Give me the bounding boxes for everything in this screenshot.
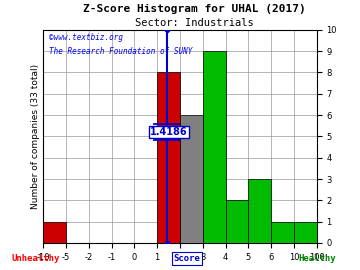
Text: The Research Foundation of SUNY: The Research Foundation of SUNY <box>49 47 192 56</box>
Bar <box>226 200 248 243</box>
Bar <box>248 179 271 243</box>
Text: 1.4186: 1.4186 <box>150 127 188 137</box>
Y-axis label: Number of companies (33 total): Number of companies (33 total) <box>31 64 40 209</box>
Bar <box>43 222 66 243</box>
Text: ©www.textbiz.org: ©www.textbiz.org <box>49 33 123 42</box>
Text: Healthy: Healthy <box>298 254 336 263</box>
Bar <box>157 72 180 243</box>
Bar <box>271 222 294 243</box>
Bar <box>180 115 203 243</box>
Text: Unhealthy: Unhealthy <box>12 254 60 263</box>
Bar <box>294 222 317 243</box>
Text: Sector: Industrials: Sector: Industrials <box>135 18 254 28</box>
Bar <box>203 51 226 243</box>
Text: Z-Score Histogram for UHAL (2017): Z-Score Histogram for UHAL (2017) <box>83 4 306 14</box>
Text: Score: Score <box>174 254 201 263</box>
